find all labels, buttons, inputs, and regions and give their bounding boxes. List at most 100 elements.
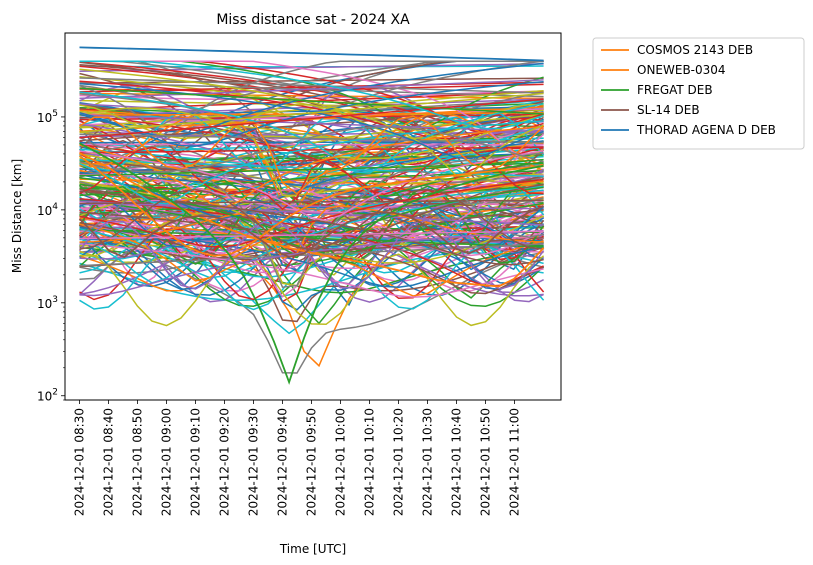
series-line [79,112,544,116]
series-line [79,103,544,139]
series-line [79,200,544,226]
y-tick-exponent: 3 [52,295,58,305]
legend-label: COSMOS 2143 DEB [637,43,753,57]
y-axis-label: Miss Distance [km] [10,159,24,273]
series-line [79,190,544,266]
series-line [79,60,544,130]
series-line [79,125,544,209]
series-line [79,146,544,211]
x-tick-label: 2024-12-01 10:40 [450,408,464,516]
series-line [78,113,545,169]
series-line [79,146,544,154]
y-tick-exponent: 5 [52,109,58,119]
series-line [79,188,544,250]
series-line [79,114,544,133]
series-line [79,77,544,94]
series-line [79,133,544,144]
x-tick-label: 2024-12-01 08:40 [102,408,116,516]
named-series-group [78,46,545,385]
y-tick-base: 10 [37,111,52,125]
x-tick-label: 2024-12-01 10:50 [479,408,493,516]
x-tick-label: 2024-12-01 09:40 [276,408,290,516]
series-line [79,91,544,174]
series-line [79,111,545,172]
plot-area [64,32,562,401]
legend-label: FREGAT DEB [637,83,713,97]
series-line [79,242,544,298]
x-tick-label: 2024-12-01 08:50 [131,408,145,516]
series-line [79,230,544,240]
series-line [79,115,545,195]
y-tick-exponent: 4 [52,202,58,212]
legend-frame [592,37,805,150]
series-line-sl-14-deb [78,205,544,259]
series-line-thorad-agena-d-deb [79,46,544,62]
series-line [79,92,544,100]
series-line [79,197,544,287]
series-line [78,219,545,290]
series-line [79,178,544,248]
series-line [79,173,544,214]
series-line [79,60,545,155]
y-tick-label: 104 [37,202,58,218]
series-line [78,235,545,307]
series-line [79,113,544,220]
x-tick-label: 2024-12-01 09:50 [305,408,319,516]
series-line [79,173,544,257]
x-tick-label: 2024-12-01 10:20 [392,408,406,516]
x-tick-label: 2024-12-01 11:00 [508,408,522,516]
series-line [79,90,544,100]
x-tick-label: 2024-12-01 10:10 [363,408,377,516]
series-line [79,89,544,128]
series-line [79,80,544,140]
series-line [79,217,544,274]
y-tick-base: 10 [37,390,52,404]
series-line [79,198,545,249]
legend-label: THORAD AGENA D DEB [636,123,776,137]
y-tick-label: 102 [37,388,58,404]
x-tick-label: 2024-12-01 09:00 [160,408,174,516]
legend: COSMOS 2143 DEB ONEWEB-0304 FREGAT DEB SL-1… [592,37,805,150]
series-line [79,241,545,311]
legend-label: ONEWEB-0304 [637,63,726,77]
x-tick-label: 2024-12-01 09:20 [218,408,232,516]
series-line [79,169,544,289]
y-tick-label: 103 [37,295,58,311]
series-line [79,79,544,100]
series-line [79,140,544,219]
x-tick-label: 2024-12-01 10:30 [421,408,435,516]
series-line [79,150,544,222]
series-line [79,68,544,177]
x-tick-label: 2024-12-01 09:10 [189,408,203,516]
y-tick-base: 10 [37,204,52,218]
series-line [79,98,544,139]
x-tick-label: 2024-12-01 09:30 [247,408,261,516]
y-tick-base: 10 [37,297,52,311]
legend-label: SL-14 DEB [637,103,700,117]
y-tick-exponent: 2 [52,388,58,398]
series-line-cosmos-2143-deb [79,152,545,288]
series-line [79,178,544,187]
series-line [79,92,544,133]
x-tick-label: 2024-12-01 08:30 [73,408,87,516]
series-line [79,211,544,295]
series-line-oneweb-0304 [78,155,544,257]
chart-title: Miss distance sat - 2024 XA [216,12,410,28]
series-line [79,126,544,173]
series-line [79,188,544,241]
x-axis-label: Time [UTC] [279,542,346,556]
series-line [79,199,544,221]
x-tick-label: 2024-12-01 10:00 [334,408,348,516]
plot-frame [64,32,562,401]
series-line [79,253,545,327]
y-tick-label: 105 [37,109,58,125]
series-line [79,87,544,115]
series-line [79,172,544,271]
x-axis: 2024-12-01 08:30 2024-12-01 08:40 2024-12-… [73,400,522,516]
series-line-fregat-deb [79,142,544,385]
series-line [79,229,544,297]
series-line [79,148,545,256]
background-series-group [78,60,545,374]
